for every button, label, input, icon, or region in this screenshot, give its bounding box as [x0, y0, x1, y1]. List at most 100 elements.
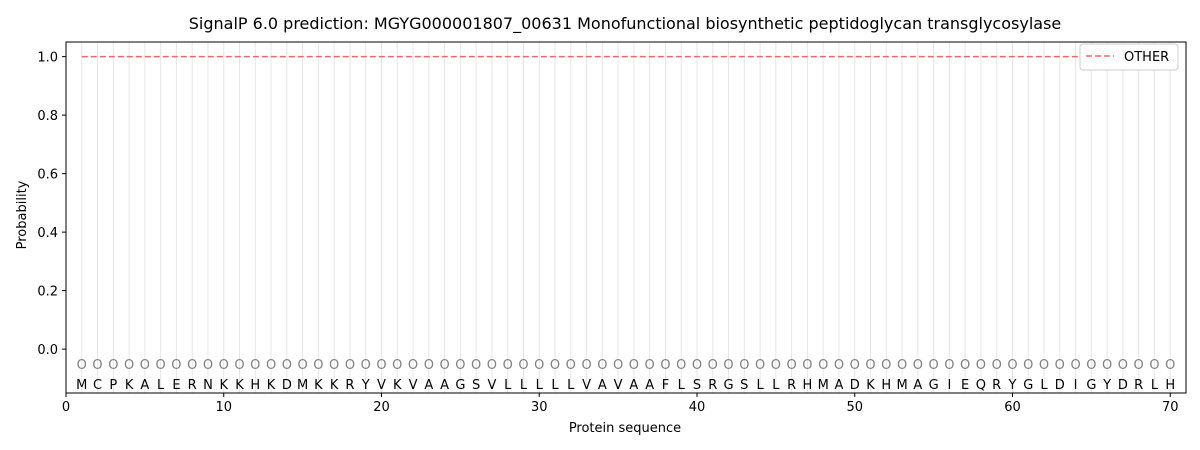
residue-letter: A [440, 378, 449, 393]
residue-letter: H [250, 378, 260, 393]
per-residue-label: O [913, 358, 923, 373]
residue-letter: D [1118, 378, 1128, 393]
per-residue-label: O [550, 358, 560, 373]
per-residue-label: O [77, 358, 87, 373]
per-residue-label: O [881, 358, 891, 373]
residue-letter: L [551, 378, 559, 393]
y-tick-label: 0.0 [37, 343, 58, 358]
per-residue-label: O [897, 358, 907, 373]
per-residue-label: O [787, 358, 797, 373]
per-residue-label: O [692, 358, 702, 373]
residue-letter: K [235, 378, 244, 393]
residue-letter: A [913, 378, 922, 393]
per-residue-label: O [282, 358, 292, 373]
x-tick-label: 0 [62, 400, 70, 415]
residue-letter: Y [1008, 378, 1017, 393]
residue-letter: D [1055, 378, 1065, 393]
residue-letter: V [487, 378, 496, 393]
residue-letter: L [567, 378, 575, 393]
per-residue-label: O [503, 358, 513, 373]
per-residue-label: O [408, 358, 418, 373]
per-residue-label: O [298, 358, 308, 373]
per-residue-label: O [376, 358, 386, 373]
per-residue-label: O [1149, 358, 1159, 373]
per-residue-label: O [92, 358, 102, 373]
y-tick-label: 1.0 [37, 51, 58, 66]
residue-letter: M [896, 378, 907, 393]
residue-letter: R [188, 378, 197, 393]
residue-letter: R [992, 378, 1001, 393]
residue-letter: A [598, 378, 607, 393]
per-residue-label: O [471, 358, 481, 373]
legend-box [1079, 43, 1179, 71]
per-residue-label: O [534, 358, 544, 373]
residue-letter: M [818, 378, 829, 393]
residue-letter: L [157, 378, 165, 393]
per-residue-label: O [755, 358, 765, 373]
residue-letter: L [504, 378, 512, 393]
residue-letter: P [109, 378, 117, 393]
per-residue-label: O [660, 358, 670, 373]
x-tick-label: 10 [215, 400, 232, 415]
residue-letter: V [377, 378, 386, 393]
x-tick-label: 40 [689, 400, 706, 415]
per-residue-label: O [976, 358, 986, 373]
legend: OTHER [1079, 43, 1179, 71]
residue-letter: A [140, 378, 149, 393]
per-residue-label: O [944, 358, 954, 373]
residue-letter: L [1040, 378, 1048, 393]
residue-letter: V [614, 378, 623, 393]
per-residue-label: O [1039, 358, 1049, 373]
residue-letter: Q [976, 378, 986, 393]
residue-letter: E [961, 378, 969, 393]
per-residue-label: O [1070, 358, 1080, 373]
residue-letter: K [866, 378, 875, 393]
legend-label-other: OTHER [1124, 50, 1169, 65]
residue-letter: S [740, 378, 748, 393]
per-residue-label: O [266, 358, 276, 373]
per-residue-label: O [424, 358, 434, 373]
per-residue-label: O [313, 358, 323, 373]
per-residue-label: O [771, 358, 781, 373]
per-residue-label: O [928, 358, 938, 373]
per-residue-label: O [455, 358, 465, 373]
per-residue-label: O [850, 358, 860, 373]
per-residue-label: O [108, 358, 118, 373]
residue-letter: V [582, 378, 591, 393]
per-residue-label: O [1007, 358, 1017, 373]
per-residue-label: O [818, 358, 828, 373]
y-tick-label: 0.2 [37, 285, 58, 300]
chart-title: SignalP 6.0 prediction: MGYG000001807_00… [189, 14, 1062, 34]
residue-letter: M [76, 378, 87, 393]
per-residue-label: O [361, 358, 371, 373]
y-tick-label: 0.4 [37, 226, 58, 241]
per-residue-label: O [645, 358, 655, 373]
per-residue-label: O [597, 358, 607, 373]
plot-area: OMOCOPOKOAOLOEORONOKOKOHOKODOMOKOKOROYOV… [37, 41, 1187, 415]
x-axis-title: Protein sequence [569, 421, 681, 436]
residue-letter: L [520, 378, 528, 393]
per-residue-label: O [739, 358, 749, 373]
x-tick-label: 30 [531, 400, 548, 415]
residue-letter: R [787, 378, 796, 393]
residue-letter: H [881, 378, 891, 393]
per-residue-label: O [802, 358, 812, 373]
residue-letter: G [929, 378, 939, 393]
per-residue-label: O [1134, 358, 1144, 373]
residue-letter: L [678, 378, 686, 393]
per-residue-label: O [171, 358, 181, 373]
residue-letter: E [172, 378, 180, 393]
residue-letter: A [629, 378, 638, 393]
y-axis-title: Probability [15, 180, 30, 249]
residue-letter: C [93, 378, 102, 393]
per-residue-label: O [1086, 358, 1096, 373]
per-residue-label: O [392, 358, 402, 373]
per-residue-label: O [1102, 358, 1112, 373]
residue-letter: G [1023, 378, 1033, 393]
residue-letter: L [772, 378, 780, 393]
per-residue-label: O [329, 358, 339, 373]
residue-letter: S [472, 378, 480, 393]
residue-letter: I [1074, 378, 1078, 393]
per-residue-label: O [1023, 358, 1033, 373]
